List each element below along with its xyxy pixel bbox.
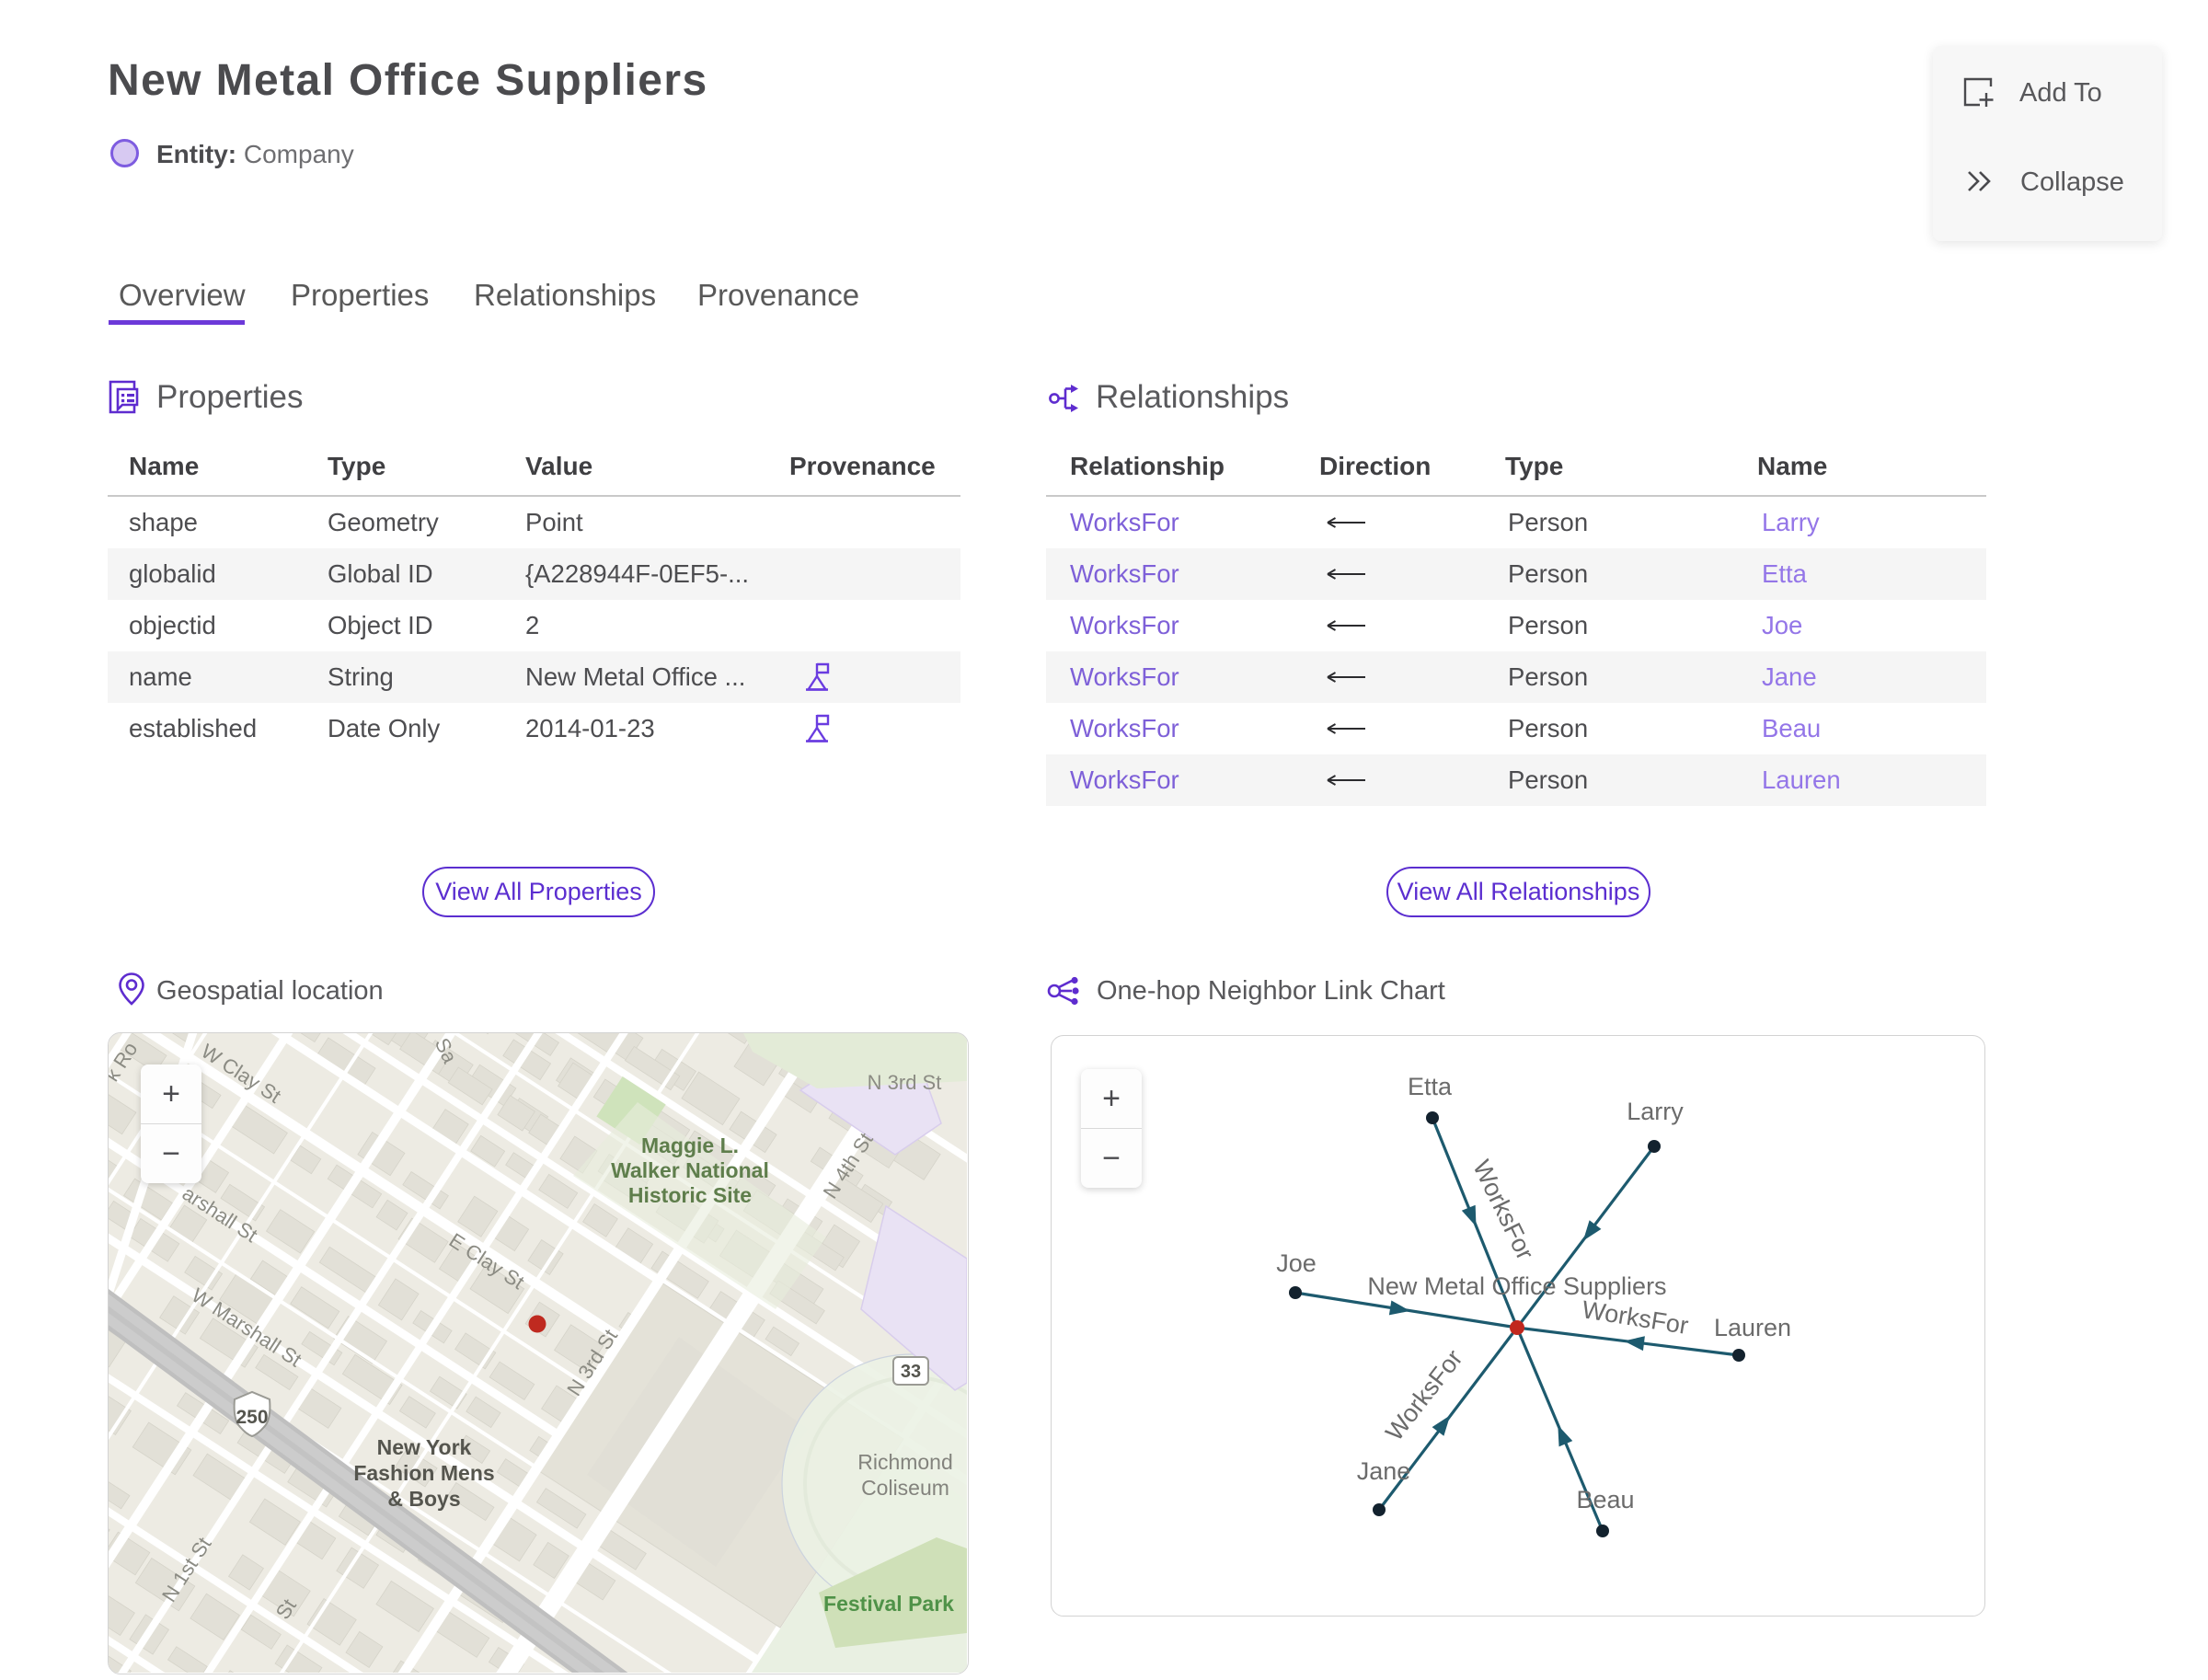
svg-text:WorksFor: WorksFor <box>1467 1156 1539 1264</box>
svg-text:Joe: Joe <box>1276 1249 1317 1277</box>
svg-text:Richmond: Richmond <box>857 1450 953 1474</box>
svg-text:Jane: Jane <box>1357 1457 1411 1485</box>
svg-text:Etta: Etta <box>1408 1073 1453 1100</box>
svg-text:Maggie L.: Maggie L. <box>641 1133 739 1157</box>
svg-text:WorksFor: WorksFor <box>1581 1295 1691 1340</box>
svg-text:33: 33 <box>901 1362 921 1382</box>
svg-text:New Metal Office Suppliers: New Metal Office Suppliers <box>1367 1272 1666 1300</box>
svg-text:N 3rd St: N 3rd St <box>868 1071 942 1094</box>
svg-text:Fashion Mens: Fashion Mens <box>353 1461 494 1485</box>
svg-text:& Boys: & Boys <box>387 1487 460 1511</box>
svg-text:New York: New York <box>377 1435 472 1459</box>
svg-text:Larry: Larry <box>1627 1098 1684 1125</box>
svg-text:Lauren: Lauren <box>1714 1314 1791 1341</box>
svg-text:Coliseum: Coliseum <box>861 1476 949 1500</box>
svg-text:Walker National: Walker National <box>611 1158 769 1182</box>
svg-text:WorksFor: WorksFor <box>1380 1344 1467 1445</box>
svg-text:250: 250 <box>236 1407 268 1428</box>
svg-text:Beau: Beau <box>1576 1486 1634 1513</box>
svg-text:Historic Site: Historic Site <box>628 1183 752 1207</box>
svg-text:Festival Park: Festival Park <box>823 1592 954 1616</box>
